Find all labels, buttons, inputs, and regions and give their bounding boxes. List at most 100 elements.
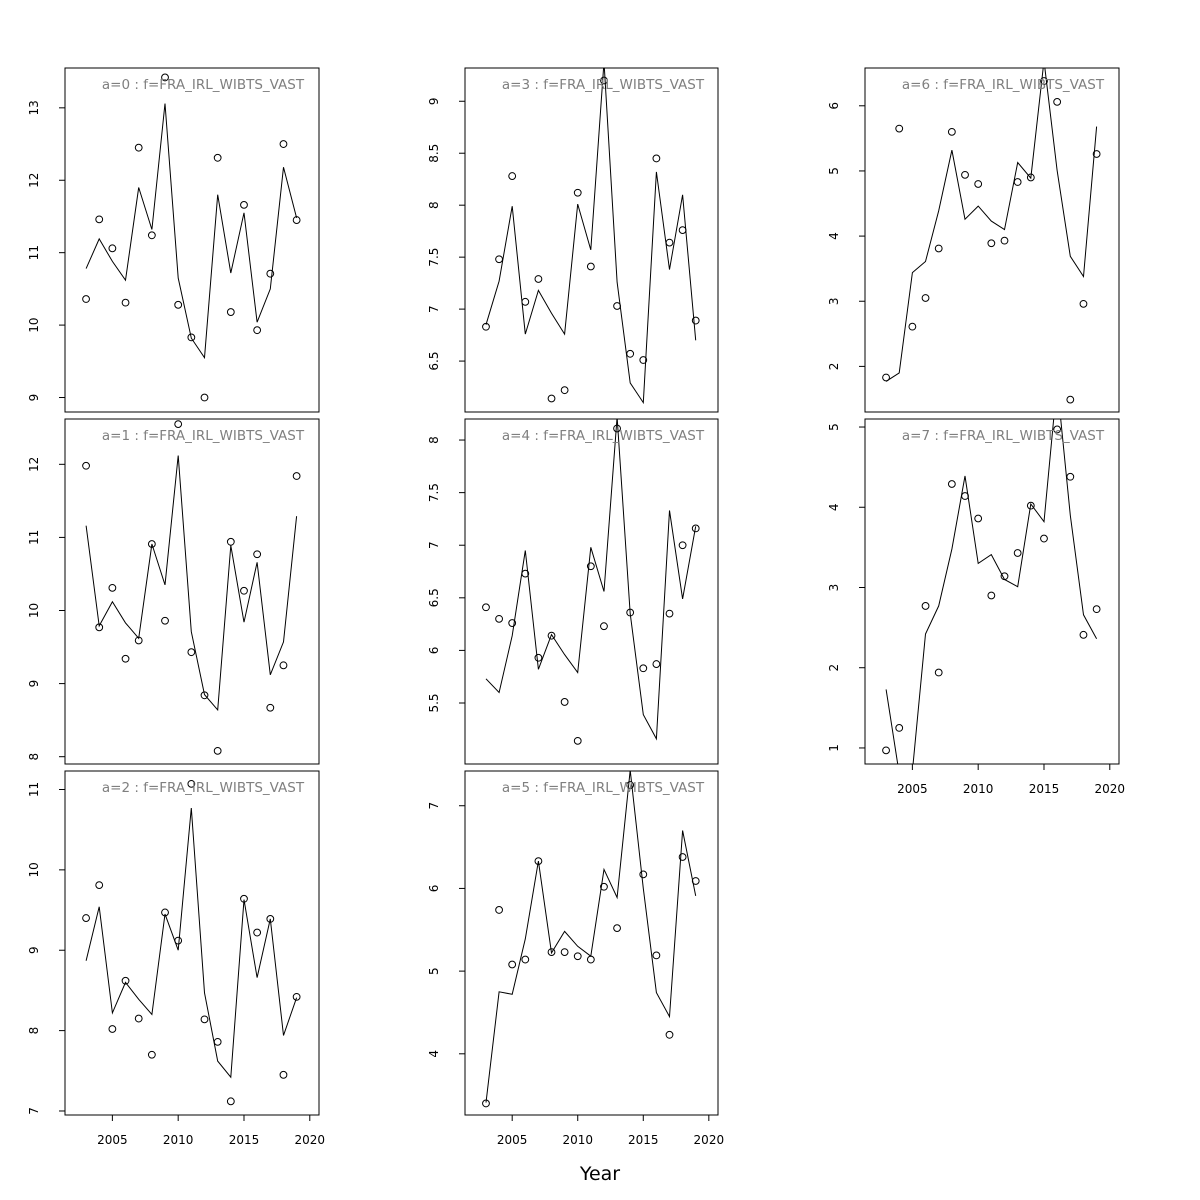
y-tick-label: 4 — [427, 1050, 441, 1058]
observed-point — [521, 569, 530, 578]
observed-point — [626, 608, 635, 617]
y-tick-label: 9 — [27, 680, 41, 688]
observed-point — [573, 952, 582, 961]
panel-a7: 1 2 3 4 5 2005 2010 2015 2020 a=7 : f=FRA_IRL_WIB… — [827, 418, 1126, 796]
fitted-line — [485, 68, 697, 405]
observed-point — [279, 661, 288, 670]
observed-point — [665, 1030, 674, 1039]
panel-a3: 6.5 7 7.5 8 8.5 9 a=3 : f=FRA_IRL_WIBTS_VAST — [427, 67, 719, 413]
observed-point — [147, 1050, 156, 1059]
observed-point — [691, 316, 700, 325]
observed-point — [121, 654, 130, 663]
y-tick-label: 13 — [27, 100, 41, 115]
y-tick-label: 6 — [827, 102, 841, 110]
observed-point — [1000, 572, 1009, 581]
observed-point — [95, 623, 104, 632]
observed-point — [921, 602, 930, 610]
plot-area — [82, 779, 301, 1106]
observed-point — [691, 877, 700, 885]
observed-point — [586, 262, 595, 271]
observed-point — [908, 322, 917, 331]
panel-title: a=2 : f=FRA_IRL_WIBTS_VAST — [102, 780, 305, 796]
panel-a0: 9 10 11 12 13 a=0 : f=FRA_IRL_WIBTS_VAST — [27, 67, 320, 413]
observed-point — [600, 76, 608, 85]
x-tick-label: 2010 — [562, 1133, 593, 1147]
y-tick-label: 4 — [827, 232, 841, 240]
observed-point — [691, 524, 700, 533]
y-tick-label: 6 — [427, 885, 441, 893]
observed-point — [639, 356, 648, 364]
observed-point — [1040, 534, 1048, 543]
observed-point — [213, 746, 222, 755]
panel-frame — [64, 67, 320, 413]
observed-point — [652, 660, 661, 668]
observed-point — [626, 349, 635, 358]
observed-point — [1026, 501, 1035, 510]
y-tick-label: 6.5 — [427, 352, 441, 371]
panel-a4: 5.5 6 6.5 7 7.5 8 a=4 : f=FRA_IRL_WIBTS_VAST — [427, 418, 719, 765]
observed-point — [586, 955, 595, 964]
observed-point — [279, 140, 288, 148]
y-tick-label: 7.5 — [427, 483, 441, 502]
observed-point — [226, 1097, 235, 1106]
observed-point — [161, 908, 169, 917]
observed-point — [187, 333, 196, 342]
y-tick-label: 5.5 — [427, 693, 441, 712]
panel-title: a=6 : f=FRA_IRL_WIBTS_VAST — [902, 77, 1105, 93]
x-tick-label: 2015 — [1029, 782, 1060, 796]
observed-point — [508, 960, 517, 969]
fitted-line — [85, 455, 298, 712]
observed-point — [161, 616, 169, 625]
observed-point — [560, 386, 569, 395]
figure-xlabel: Year — [579, 1163, 620, 1185]
panel-frame — [464, 770, 719, 1116]
observed-point — [987, 591, 996, 600]
x-tick-label: 2020 — [295, 1133, 326, 1147]
observed-point — [253, 550, 262, 559]
observed-point — [1000, 236, 1009, 245]
observed-point — [161, 73, 169, 82]
observed-point — [1013, 549, 1022, 557]
observed-point — [1066, 395, 1075, 404]
panel-frame — [864, 67, 1120, 413]
y-tick-label: 5 — [827, 423, 841, 431]
y-tick-label: 8 — [427, 201, 441, 209]
observed-point — [547, 948, 556, 956]
observed-point — [240, 200, 248, 209]
observed-point — [613, 424, 621, 433]
observed-point — [665, 238, 674, 247]
observed-point — [974, 514, 983, 523]
plot-area — [882, 419, 1101, 764]
observed-point — [613, 924, 621, 933]
observed-point — [495, 255, 503, 264]
x-tick-label: 2020 — [1095, 782, 1126, 796]
panel-title: a=5 : f=FRA_IRL_WIBTS_VAST — [502, 780, 705, 796]
fitted-line — [885, 419, 1098, 764]
observed-point — [1053, 425, 1062, 434]
y-tick-label: 6.5 — [427, 588, 441, 607]
y-tick-label: 11 — [27, 245, 41, 260]
y-tick-label: 11 — [27, 530, 41, 545]
observed-point — [253, 326, 262, 335]
y-tick-label: 3 — [827, 584, 841, 592]
panel-frame — [64, 418, 320, 765]
y-tick-label: 10 — [27, 603, 41, 618]
observed-point — [521, 955, 530, 964]
observed-point — [974, 180, 983, 188]
observed-point — [547, 631, 556, 640]
panel-frame — [864, 418, 1120, 765]
y-tick-label: 10 — [27, 317, 41, 332]
observed-point — [187, 648, 196, 657]
observed-point — [226, 537, 235, 546]
observed-point — [82, 295, 90, 303]
observed-point — [1013, 178, 1022, 186]
observed-point — [961, 492, 969, 500]
observed-point — [639, 870, 648, 879]
observed-point — [213, 153, 222, 162]
y-tick-label: 8.5 — [427, 144, 441, 163]
y-tick-label: 7 — [427, 305, 441, 313]
observed-point — [1040, 77, 1048, 85]
y-tick-label: 7 — [427, 541, 441, 549]
observed-point — [1092, 150, 1101, 158]
